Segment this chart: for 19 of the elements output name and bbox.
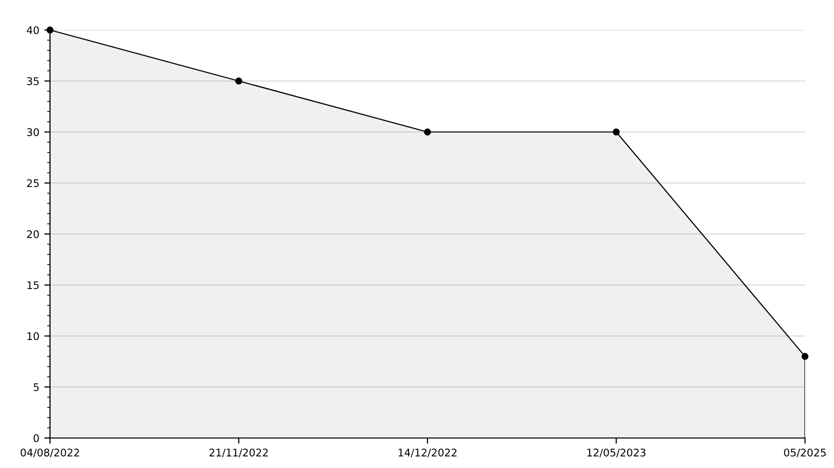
point — [235, 78, 242, 84]
y-tick-label: 35 — [27, 77, 39, 86]
point — [46, 26, 54, 34]
y-tick-label: 25 — [27, 179, 39, 188]
y-tick-label: 10 — [27, 332, 39, 340]
y-tick-label: 40 — [26, 26, 39, 34]
point — [424, 128, 431, 136]
x-tick-label: 14/12/2022 — [398, 448, 456, 458]
point — [802, 352, 808, 360]
x-tick-label: 12/05/2023 — [587, 448, 646, 458]
x-tick-label: 05/2025 — [784, 448, 826, 458]
y-tick-label: 0 — [34, 434, 39, 442]
y-tick-label: 30 — [27, 128, 39, 136]
x-tick-label: 04/08/2022 — [20, 448, 79, 458]
point — [612, 128, 620, 136]
x-tick-label: 21/11/2022 — [209, 448, 268, 458]
y-tick-label: 20 — [27, 230, 39, 238]
y-tick-label: 5 — [34, 383, 39, 392]
y-tick-label: 15 — [27, 281, 39, 290]
